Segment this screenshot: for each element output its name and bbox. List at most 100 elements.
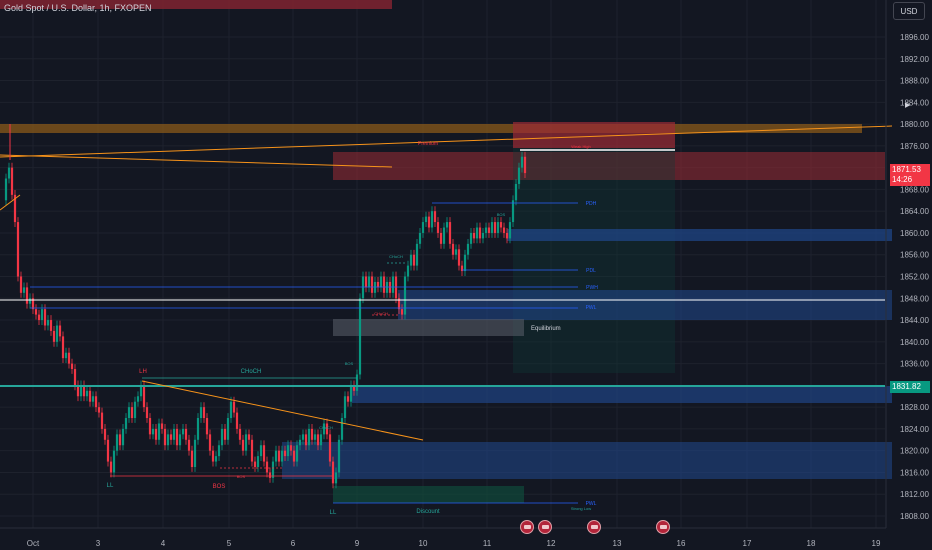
time-axis: Oct 3 4 5 6 9 10 11 12 13 16 17 18 19 [0,527,886,548]
candle-body [28,298,32,304]
candle-body [112,450,116,473]
candle-body [91,396,95,402]
supply-zone [333,152,885,180]
candle-body [31,298,35,310]
choch-label: CHoCH [241,369,262,375]
supply-zone [0,0,392,9]
candle-body [205,418,209,435]
candle-body [508,222,512,239]
candle-body [472,232,476,239]
premium-zone [513,122,675,148]
price-tick-label: 1868.00 [900,185,929,194]
candlestick-series [4,151,527,489]
candle-body [241,439,245,451]
chart-lines [0,124,893,504]
chart-zones [0,0,892,503]
choch-label: CHoCH [319,425,333,430]
price-tick-label: 1856.00 [900,251,929,260]
candle-body [181,428,185,435]
chart-title: Gold Spot / U.S. Dollar, 1h, FXOPEN [4,3,152,13]
demand-zone [507,229,892,241]
price-tick-label: 1892.00 [900,55,929,64]
candle-body [19,276,23,293]
candle-body [172,428,176,440]
candle-body [115,434,119,451]
candle-body [442,227,446,244]
candle-body [43,309,47,326]
demand-zone [352,386,892,403]
candle-body [517,167,521,184]
candle-body [58,325,62,337]
trend-line [0,125,893,158]
scroll-right-icon[interactable]: ▶ [905,102,911,109]
candle-body [382,276,386,293]
marked-price-label: 1831.82 [890,381,930,393]
candle-body [178,434,182,446]
candle-body [280,450,284,462]
candle-body [142,385,146,408]
pwl-label: PWL [586,501,597,507]
candle-body [364,276,368,288]
candle-body [304,434,308,446]
candle-body [10,167,14,195]
candle-body [319,434,323,446]
candle-body [253,461,257,468]
candle-body [163,428,167,446]
time-tick-label: 11 [483,539,492,548]
candle-body [310,428,314,440]
bos-label: BOS [213,484,226,490]
candle-body [208,434,212,451]
candle-body [166,434,170,446]
candle-body [343,396,347,419]
candle-body [502,227,506,233]
price-tick-label: 1880.00 [900,120,929,129]
economic-event-icon[interactable] [656,520,670,534]
candle-body [235,412,239,429]
candle-body [244,434,248,451]
candle-body [190,450,194,468]
candle-body [85,390,89,397]
candle-body [337,439,341,473]
candle-body [25,287,29,304]
candle-body [496,222,500,233]
candle-body [505,232,509,239]
time-tick-label: Oct [27,539,40,548]
candle-body [433,211,437,223]
candle-body [307,428,311,446]
trend-line [0,194,21,211]
economic-event-icon[interactable] [520,520,534,534]
pwl-label: PWL [586,305,597,311]
candle-body [391,276,395,293]
candle-body [139,385,143,397]
candle-body [37,314,41,321]
candle-body [355,374,359,391]
candle-body [148,418,152,435]
price-tick-label: 1852.00 [900,273,929,282]
candle-body [127,407,131,419]
economic-event-icon[interactable] [587,520,601,534]
candle-body [106,439,110,462]
currency-button[interactable]: USD [893,2,925,20]
candle-body [418,232,422,244]
candle-body [223,428,227,440]
price-tick-label: 1820.00 [900,447,929,456]
candle-body [82,385,86,397]
candle-body [7,167,11,179]
trade-zone [513,148,675,373]
candle-body [211,450,215,462]
candle-body [109,461,113,473]
candle-body [220,428,224,446]
candle-body [262,445,266,462]
candle-body [154,428,158,440]
economic-event-icon[interactable] [538,520,552,534]
time-tick-label: 6 [291,539,296,548]
candle-body [202,407,206,419]
candle-body [463,254,467,272]
candle-body [73,369,77,386]
candle-body [250,439,254,462]
price-tick-label: 1824.00 [900,425,929,434]
candle-body [133,401,137,419]
candle-body [478,227,482,239]
time-tick-label: 12 [547,539,556,548]
